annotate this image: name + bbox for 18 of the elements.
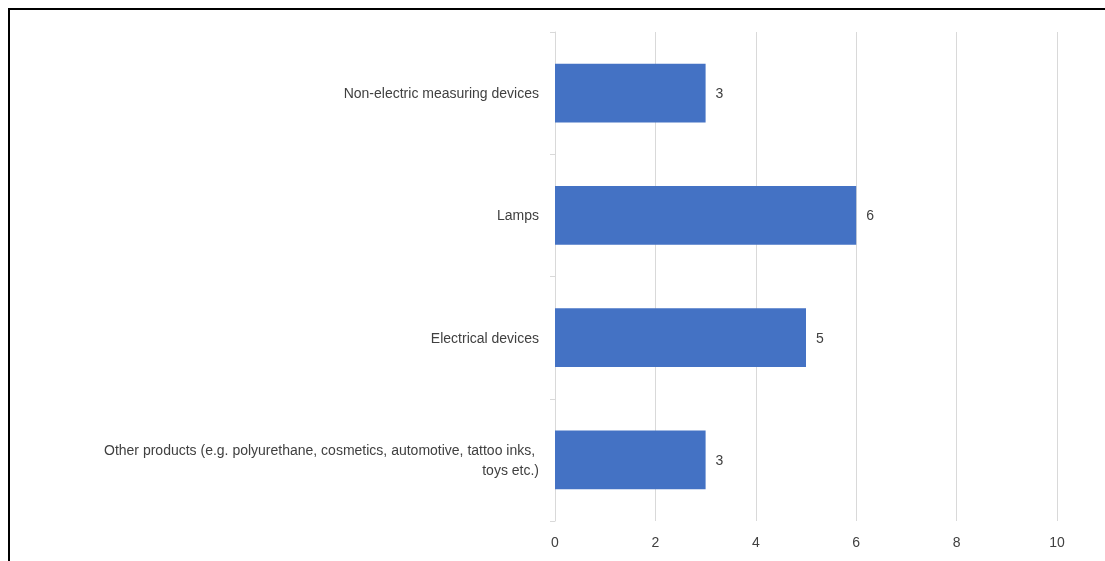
x-tick-label: 6 — [852, 534, 861, 550]
x-tick-label: 4 — [751, 534, 760, 550]
y-tick-label: Non-electric measuring devices — [343, 85, 539, 102]
y-tick-label: Other products (e.g. polyurethane, cosmetics, automotive, tattoo inks, toys etc.) — [104, 441, 539, 478]
y-tick-label: Lamps — [496, 207, 539, 224]
data-label: 3 — [715, 85, 724, 102]
bar — [555, 186, 857, 245]
bar — [555, 63, 706, 123]
x-tick-label: 0 — [551, 534, 560, 550]
y-tick-label: Electrical devices — [430, 329, 539, 346]
x-tick-label: 8 — [952, 534, 961, 550]
data-label: 5 — [816, 329, 824, 346]
x-tick-label: 2 — [651, 534, 660, 550]
bar — [555, 430, 706, 490]
bar — [555, 308, 806, 367]
data-label: 3 — [715, 451, 724, 468]
data-label: 6 — [866, 207, 875, 224]
x-tick-label: 10 — [1049, 534, 1065, 550]
